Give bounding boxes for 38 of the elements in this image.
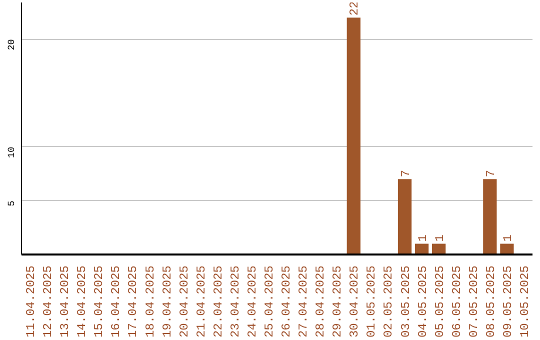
x-tick-label: 05.05.2025 <box>432 265 447 338</box>
x-tick-label: 02.05.2025 <box>382 265 396 338</box>
x-tick-label: 10.05.2025 <box>518 265 532 338</box>
x-tick-label: 04.05.2025 <box>416 265 430 338</box>
x-tick-label: 17.04.2025 <box>126 265 140 338</box>
x-tick-label: 09.05.2025 <box>500 265 515 338</box>
x-tick-label: 15.04.2025 <box>92 265 106 338</box>
x-tick-label: 26.04.2025 <box>280 265 294 338</box>
data-label: 7 <box>484 170 498 178</box>
x-tick-label: 08.05.2025 <box>484 265 498 338</box>
data-label: 1 <box>500 234 515 242</box>
x-tick-label: 06.05.2025 <box>450 265 464 338</box>
y-tick-label: 5 <box>6 200 17 206</box>
x-tick-label: 14.04.2025 <box>75 265 90 338</box>
x-tick-label: 12.04.2025 <box>41 265 56 338</box>
x-tick-label: 16.04.2025 <box>109 265 124 338</box>
data-label: 7 <box>398 170 413 178</box>
x-tick-label: 07.05.2025 <box>466 265 481 338</box>
x-tick-label: 27.04.2025 <box>296 265 311 338</box>
x-tick-label: 24.04.2025 <box>245 265 260 338</box>
x-tick-label: 29.04.2025 <box>330 265 345 338</box>
x-tick-label: 30.04.2025 <box>348 265 362 338</box>
x-tick-label: 03.05.2025 <box>398 265 413 338</box>
y-tick-label: 20 <box>6 38 17 50</box>
x-tick-label: 13.04.2025 <box>58 265 72 338</box>
x-tick-label: 22.04.2025 <box>211 265 226 338</box>
x-tick-label: 25.04.2025 <box>262 265 276 338</box>
x-tick-label: 23.04.2025 <box>228 265 242 338</box>
x-tick-label: 21.04.2025 <box>194 265 208 338</box>
x-tick-label: 19.04.2025 <box>160 265 174 338</box>
data-label: 1 <box>416 234 430 242</box>
x-tick-label: 11.04.2025 <box>24 265 38 338</box>
data-label: 1 <box>432 234 447 242</box>
x-tick-label: 01.05.2025 <box>364 265 379 338</box>
x-tick-label: 18.04.2025 <box>143 265 158 338</box>
x-tick-label: 28.04.2025 <box>314 265 328 338</box>
x-tick-label: 20.04.2025 <box>177 265 192 338</box>
y-tick-label: 10 <box>6 146 17 158</box>
